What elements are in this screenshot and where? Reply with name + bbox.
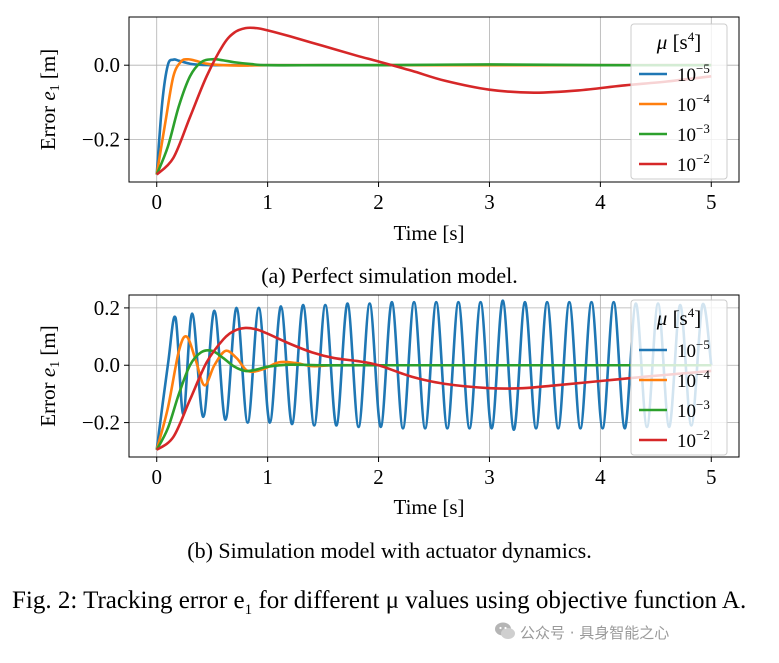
x-tick-label: 3 <box>484 465 495 489</box>
chart-b: 0 1 2 3 4 5 −0.2 0.0 0.2 Time [s] Error e1 [m] μ [s… <box>36 294 740 519</box>
x-tick-label: 3 <box>484 190 495 214</box>
series-line-mu-neg2 <box>155 26 712 176</box>
legend-label: 10−2 <box>677 151 710 176</box>
x-tick-label: 1 <box>262 190 273 214</box>
legend-label: 10−3 <box>677 397 710 422</box>
x-tick-label: 0 <box>151 465 162 489</box>
y-tick-label: −0.2 <box>82 411 120 435</box>
x-tick-label: 4 <box>595 190 606 214</box>
legend: μ [s4] 10−5 10−4 10−3 10−2 <box>630 23 728 180</box>
y-tick-label: −0.2 <box>82 127 120 151</box>
series-line-mu-neg3 <box>155 349 712 451</box>
plot-frame <box>128 16 740 183</box>
y-axis-label: Error e1 [m] <box>36 49 63 150</box>
x-tick-label: 4 <box>595 465 606 489</box>
caption-rest: for different μ values using objective f… <box>252 587 747 614</box>
legend-label: 10−5 <box>677 61 710 86</box>
plot-frame <box>128 294 740 458</box>
x-tick-label: 2 <box>373 465 384 489</box>
series-line-mu-neg3 <box>155 57 712 176</box>
legend-label: 10−4 <box>677 367 710 392</box>
x-axis-label: Time [s] <box>394 221 465 245</box>
figure-caption: Fig. 2: Tracking error e1 for different … <box>12 585 772 626</box>
x-axis-label: Time [s] <box>394 495 465 519</box>
y-tick-label: 0.0 <box>94 353 120 377</box>
x-tick-label: 0 <box>151 190 162 214</box>
subcaption-a: (a) Perfect simulation model. <box>261 263 518 288</box>
series-line-mu-neg2 <box>155 326 712 451</box>
subcaption-b: (b) Simulation model with actuator dynam… <box>187 538 592 563</box>
caption-subscript: 1 <box>244 602 253 618</box>
legend-label: 10−3 <box>677 121 710 146</box>
x-tick-label: 2 <box>373 190 384 214</box>
legend-title: μ [s4] <box>656 305 701 330</box>
y-tick-label: 0.2 <box>94 296 120 320</box>
x-tick-label: 1 <box>262 465 273 489</box>
caption-lead: Fig. 2: Tracking error e <box>12 587 245 614</box>
watermark: 公众号 · 具身智能之心 <box>520 624 670 642</box>
legend-label: 10−4 <box>677 91 710 116</box>
legend-label: 10−5 <box>677 337 710 362</box>
y-axis-label: Error e1 [m] <box>36 325 63 426</box>
legend-label: 10−2 <box>677 427 710 452</box>
legend-title: μ [s4] <box>656 29 701 54</box>
x-tick-label: 5 <box>706 465 717 489</box>
legend-box <box>630 23 728 180</box>
wechat-icon <box>495 622 515 639</box>
legend: μ [s4] 10−5 10−4 10−3 10−2 <box>630 299 728 456</box>
y-tick-label: 0.0 <box>94 53 120 77</box>
chart-a: 0 1 2 3 4 5 −0.2 0.0 Time [s] Error e1 [m] μ [s4] 1… <box>36 16 740 245</box>
x-tick-label: 5 <box>706 190 717 214</box>
legend-box <box>630 299 728 456</box>
series-line-mu-neg5 <box>155 299 713 451</box>
